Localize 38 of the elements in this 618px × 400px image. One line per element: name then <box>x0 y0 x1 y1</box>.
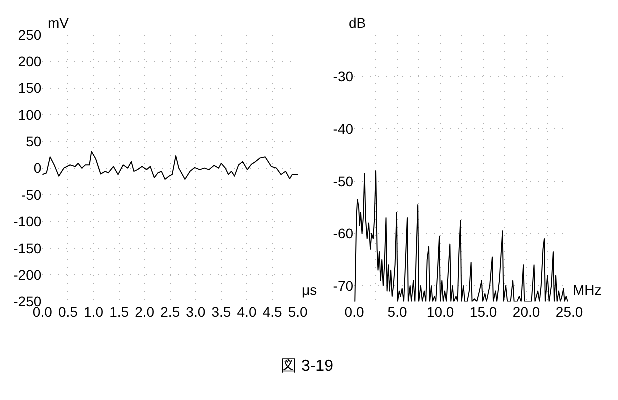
y-axis-title: dB <box>349 15 366 31</box>
x-tick-label: 10.0 <box>426 304 454 320</box>
y-tick-label: 100 <box>18 106 42 123</box>
x-tick-label: 0.0 <box>344 304 364 320</box>
x-tick-label: 1.5 <box>110 304 130 320</box>
line-series <box>42 151 298 180</box>
line-series <box>354 170 568 302</box>
y-tick-label: 200 <box>18 53 42 70</box>
x-tick-label: 4.5 <box>262 304 282 320</box>
y-tick-label: -70 <box>333 278 354 294</box>
x-tick-label: 0.5 <box>58 304 78 320</box>
y-tick-label: 250 <box>18 26 42 43</box>
y-tick-label: -30 <box>333 68 354 85</box>
x-tick-label: 3.5 <box>212 304 232 320</box>
x-tick-label: 2.5 <box>160 304 180 320</box>
x-tick-label: 4.0 <box>237 304 257 320</box>
caption: 図 3-19 <box>281 358 334 375</box>
y-tick-label: -40 <box>333 120 354 137</box>
y-tick-label: -60 <box>333 226 354 242</box>
y-tick-label: 50 <box>26 134 42 150</box>
y-tick-label: -150 <box>14 240 42 256</box>
y-tick-label: 150 <box>18 80 42 96</box>
x-tick-label: 25.0 <box>556 304 584 320</box>
x-tick-label: 2.0 <box>135 304 155 320</box>
x-tick-label: 5.0 <box>388 304 408 320</box>
y-tick-label: -50 <box>333 173 354 190</box>
y-tick-label: -100 <box>14 214 42 230</box>
x-tick-label: 15.0 <box>470 304 498 320</box>
y-tick-label: -50 <box>21 186 42 203</box>
x-tick-label: 1.0 <box>84 304 104 320</box>
y-tick-label: -200 <box>14 266 42 283</box>
x-tick-label: 20.0 <box>512 304 540 320</box>
y-axis-title: mV <box>48 15 70 31</box>
x-tick-label: 5.0 <box>288 304 308 320</box>
x-axis-title: μs <box>302 282 318 298</box>
y-tick-label: 0 <box>34 160 42 176</box>
x-axis-title: MHz <box>573 282 602 298</box>
x-tick-label: 3.0 <box>186 304 206 320</box>
